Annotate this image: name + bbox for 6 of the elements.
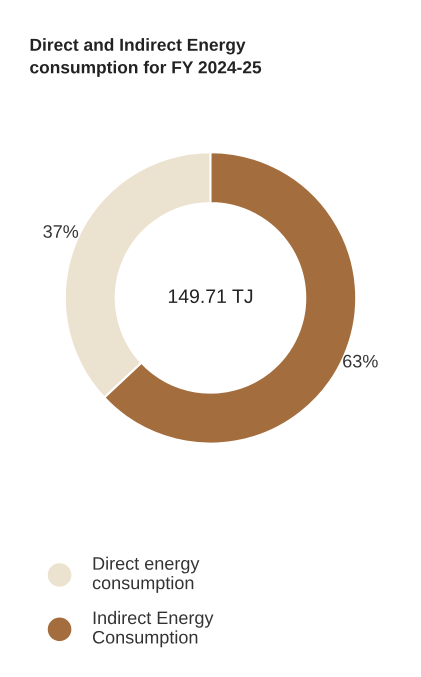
- text: 149.71 TJ: [168, 289, 252, 304]
- legend-label: Indirect Energy Consumption: [92, 610, 214, 648]
- chart-title: Direct and Indirect Energy consumption for FY 2024-25: [30, 38, 262, 77]
- legend-label: Direct energy consumption: [92, 556, 200, 593]
- data-label: 63%: [343, 354, 378, 368]
- data-label: 37%: [43, 225, 78, 238]
